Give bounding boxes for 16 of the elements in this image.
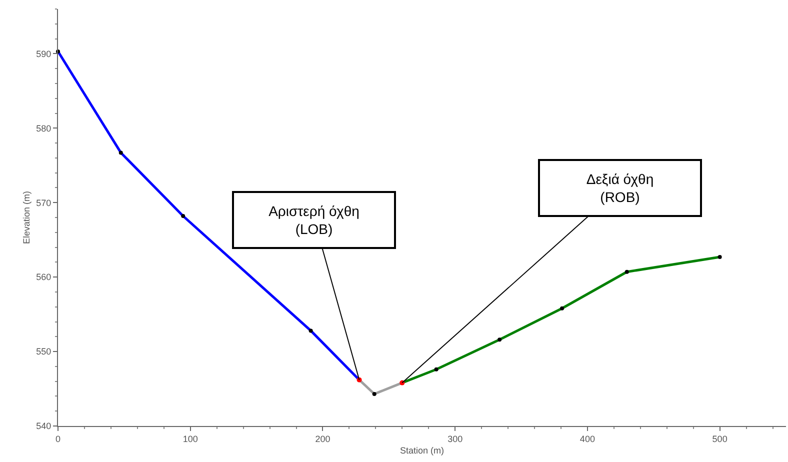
y-tick-label: 570 [36,198,52,208]
annotation: Δεξιά όχθη (ROB) [586,171,654,206]
x-tick-label: 0 [55,434,61,444]
x-axis-title: Station (m) [400,446,444,456]
x-tick-label: 200 [315,434,330,444]
y-tick-label: 590 [36,48,52,59]
y-tick-label: 580 [36,123,52,134]
annotation: Αριστερή όχθη (LOB) [268,203,360,238]
y-tick-label: 550 [36,346,52,357]
x-tick-label: 100 [182,434,198,444]
y-tick-label: 560 [36,272,52,282]
x-tick-label: 500 [712,434,728,444]
x-tick-label: 400 [580,434,595,444]
x-tick-label: 300 [448,434,463,444]
y-tick-label: 540 [36,421,52,432]
y-axis-title: Elevation (m) [22,190,32,244]
